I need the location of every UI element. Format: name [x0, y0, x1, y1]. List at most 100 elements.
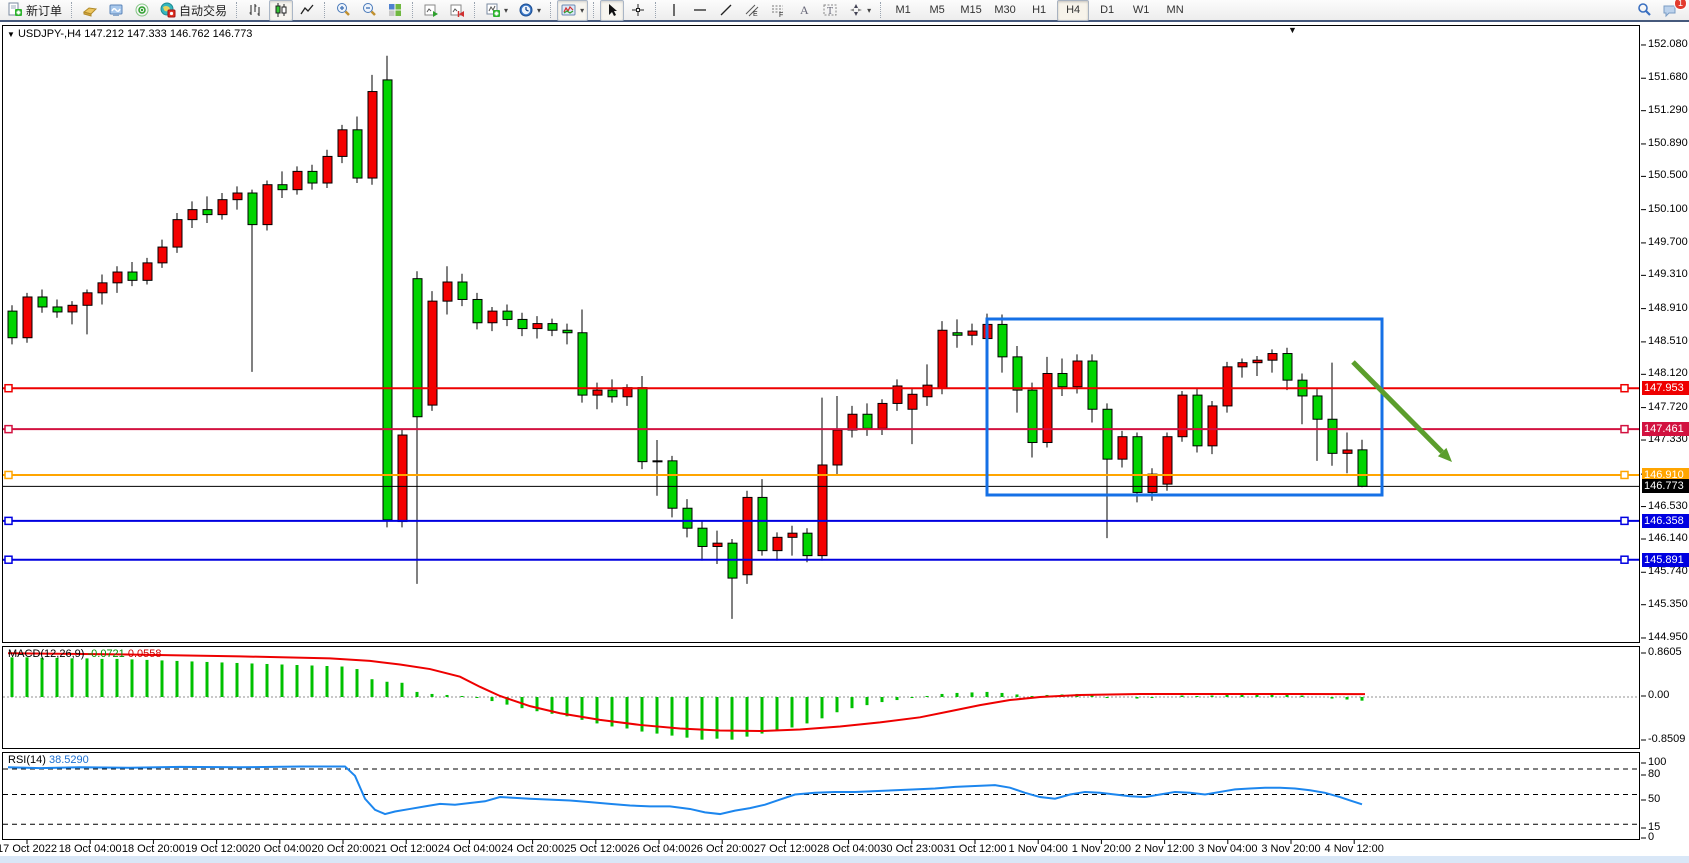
template-button[interactable]: ▾	[557, 0, 589, 21]
candlestick-chart-icon	[273, 2, 289, 18]
macd-tick-label: 0.8605	[1648, 646, 1682, 658]
time-tick-label: 25 Oct 12:00	[564, 843, 628, 855]
timeframe-m30-button[interactable]: M30	[994, 4, 1016, 16]
separator	[71, 2, 73, 18]
chart-shift-icon	[449, 2, 465, 18]
notifications-button[interactable]: 1	[1658, 0, 1687, 21]
line-chart-button[interactable]	[295, 0, 319, 21]
line-chart-icon	[299, 2, 315, 18]
zoom-in-icon	[335, 2, 351, 18]
zoom-out-icon	[361, 2, 377, 18]
timeframe-m1-button[interactable]: M1	[895, 4, 911, 16]
autotrading-icon	[160, 2, 176, 18]
cursor-icon	[604, 2, 620, 18]
timeframe-w1-button[interactable]: W1	[1132, 4, 1150, 16]
time-tick-label: 24 Oct 20:00	[501, 843, 565, 855]
rsi-panel[interactable]	[2, 752, 1640, 840]
macd-tick-label: -0.8509	[1648, 733, 1686, 745]
time-tick-label: 26 Oct 04:00	[627, 843, 691, 855]
new-order-icon	[7, 2, 23, 18]
rsi-value: 38.5290	[48, 754, 89, 766]
timeframe-d1-button[interactable]: D1	[1100, 4, 1115, 16]
timeframe-m15-button[interactable]: M15	[960, 4, 982, 16]
chart-shift-marker[interactable]: ▼	[1288, 25, 1297, 35]
timeframe-h1-button[interactable]: H1	[1032, 4, 1047, 16]
candlestick-chart-button[interactable]	[269, 0, 294, 21]
terminal-button[interactable]	[104, 0, 128, 21]
tile-windows-button[interactable]	[383, 0, 407, 21]
rsi-tick-label: 80	[1648, 768, 1661, 780]
macd-panel[interactable]	[2, 646, 1640, 749]
trendline-button[interactable]	[714, 0, 738, 21]
price-tick-label: 146.140	[1648, 532, 1688, 544]
fibonacci-button[interactable]: F	[766, 0, 790, 21]
time-tick-label: 21 Oct 12:00	[374, 843, 438, 855]
price-tick-label: 150.100	[1648, 202, 1688, 215]
price-tag-label: 146.358	[1642, 513, 1689, 528]
price-tick-label: 145.740	[1648, 565, 1688, 578]
time-tick-label: 26 Oct 20:00	[690, 843, 754, 855]
price-tick-label: 152.080	[1648, 37, 1688, 50]
time-tick-label: 19 Oct 12:00	[185, 843, 249, 855]
time-tick-label: 30 Oct 23:00	[880, 843, 944, 855]
auto-scroll-icon	[423, 2, 439, 18]
separator	[474, 2, 476, 18]
separator	[880, 2, 882, 18]
search-button[interactable]	[1632, 0, 1656, 21]
time-tick-label: 4 Nov 12:00	[1324, 843, 1384, 855]
price-tag-label: 146.910	[1642, 467, 1689, 482]
arrows-icon	[848, 2, 864, 18]
separator	[324, 2, 326, 18]
collapse-triangle-icon[interactable]: ▼	[7, 30, 15, 39]
text-label-button[interactable]: T	[818, 0, 842, 21]
chevron-down-icon: ▾	[867, 5, 872, 15]
svg-text:A: A	[800, 3, 809, 17]
channel-button[interactable]: E	[740, 0, 764, 21]
vertical-line-button[interactable]	[662, 0, 686, 21]
time-tick-label: 18 Oct 20:00	[121, 843, 185, 855]
chart-shift-button[interactable]	[445, 0, 469, 21]
new-order-button[interactable]: 新订单	[3, 0, 66, 21]
main-chart-panel[interactable]	[2, 25, 1640, 643]
chevron-down-icon: ▾	[537, 5, 542, 15]
period-button[interactable]: ▾	[514, 0, 545, 21]
price-tag-label: 147.461	[1642, 422, 1689, 437]
price-tick-label: 147.720	[1648, 400, 1688, 413]
navigator-button[interactable]	[130, 0, 154, 21]
text-label-icon: T	[822, 2, 838, 18]
svg-text:T: T	[827, 6, 833, 17]
horizontal-line-button[interactable]	[688, 0, 712, 21]
price-tick-label: 149.310	[1648, 268, 1688, 281]
timeframe-mn-button[interactable]: MN	[1166, 4, 1184, 16]
rsi-tick-label: 100	[1648, 756, 1667, 768]
zoom-in-button[interactable]	[331, 0, 355, 21]
price-tick-label: 148.910	[1648, 301, 1688, 314]
arrows-button[interactable]: ▾	[844, 0, 875, 21]
time-tick-label: 3 Nov 20:00	[1261, 843, 1321, 855]
price-tick-label: 149.700	[1648, 235, 1688, 248]
cursor-button[interactable]	[600, 0, 625, 21]
bar-chart-icon	[247, 2, 263, 18]
period-icon	[518, 2, 534, 18]
time-tick-label: 20 Oct 20:00	[311, 843, 375, 855]
profile-button[interactable]	[78, 0, 102, 21]
timeframe-h4-button[interactable]: H4	[1057, 0, 1090, 21]
chevron-down-icon: ▾	[580, 5, 585, 15]
notification-badge: 1	[1674, 0, 1687, 10]
time-tick-label: 1 Nov 20:00	[1071, 843, 1132, 855]
price-tick-label: 150.500	[1648, 169, 1688, 182]
text-button[interactable]: A	[792, 0, 816, 21]
autotrading-button[interactable]: 自动交易	[156, 0, 231, 21]
separator	[550, 2, 552, 18]
time-tick-label: 24 Oct 04:00	[437, 843, 501, 855]
zoom-out-button[interactable]	[357, 0, 381, 21]
auto-scroll-button[interactable]	[419, 0, 443, 21]
trendline-icon	[718, 2, 734, 18]
crosshair-button[interactable]	[626, 0, 650, 21]
timeframe-m5-button[interactable]: M5	[929, 4, 945, 16]
new-chart-button[interactable]: ▾	[481, 0, 512, 21]
template-icon	[561, 2, 577, 18]
separator	[236, 2, 238, 18]
bar-chart-button[interactable]	[243, 0, 267, 21]
